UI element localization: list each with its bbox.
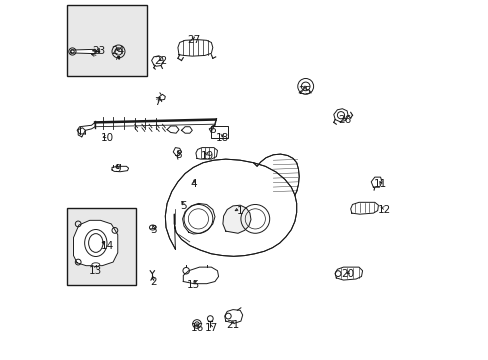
Polygon shape: [167, 126, 179, 133]
Ellipse shape: [149, 225, 156, 230]
Text: 3: 3: [150, 225, 157, 235]
Polygon shape: [165, 159, 296, 256]
Text: 2: 2: [150, 276, 157, 287]
Text: 17: 17: [204, 323, 218, 333]
Text: 7: 7: [154, 96, 161, 107]
Text: 9: 9: [114, 164, 121, 174]
Polygon shape: [370, 177, 381, 187]
Polygon shape: [209, 126, 218, 134]
Polygon shape: [77, 122, 95, 134]
Polygon shape: [78, 128, 85, 137]
Polygon shape: [112, 166, 128, 172]
Text: 26: 26: [337, 114, 350, 125]
Ellipse shape: [92, 263, 100, 266]
Polygon shape: [333, 109, 347, 122]
Text: 19: 19: [201, 150, 214, 161]
Text: 4: 4: [190, 179, 197, 189]
Text: 20: 20: [341, 269, 354, 279]
Polygon shape: [224, 310, 242, 323]
Text: 12: 12: [377, 204, 390, 215]
Text: 18: 18: [215, 132, 228, 143]
Text: 5: 5: [180, 201, 186, 211]
Bar: [211, 126, 227, 138]
Bar: [67, 208, 136, 285]
Polygon shape: [253, 154, 299, 195]
Polygon shape: [151, 56, 163, 66]
Polygon shape: [181, 127, 192, 133]
Text: 6: 6: [208, 125, 215, 135]
Polygon shape: [173, 148, 181, 156]
Text: 24: 24: [111, 46, 124, 56]
Text: 14: 14: [100, 240, 113, 251]
Text: 16: 16: [190, 323, 203, 333]
Text: 22: 22: [154, 56, 167, 66]
Polygon shape: [159, 94, 165, 100]
Polygon shape: [196, 148, 217, 159]
Polygon shape: [73, 220, 118, 266]
Text: 25: 25: [298, 86, 311, 96]
Text: 10: 10: [100, 132, 113, 143]
Text: 11: 11: [373, 179, 386, 189]
Text: 15: 15: [186, 280, 200, 290]
Polygon shape: [350, 202, 378, 214]
Polygon shape: [190, 179, 198, 186]
Text: 13: 13: [88, 266, 102, 276]
Text: 27: 27: [186, 35, 200, 45]
Polygon shape: [176, 195, 188, 206]
Polygon shape: [335, 267, 362, 280]
Bar: [67, 5, 146, 76]
Text: 8: 8: [175, 150, 182, 160]
Polygon shape: [182, 203, 215, 234]
Polygon shape: [223, 205, 250, 233]
Text: 21: 21: [226, 320, 239, 330]
Text: 23: 23: [92, 46, 105, 56]
Text: 1: 1: [236, 206, 243, 216]
Polygon shape: [178, 40, 212, 56]
Polygon shape: [183, 267, 218, 284]
Polygon shape: [71, 49, 97, 54]
